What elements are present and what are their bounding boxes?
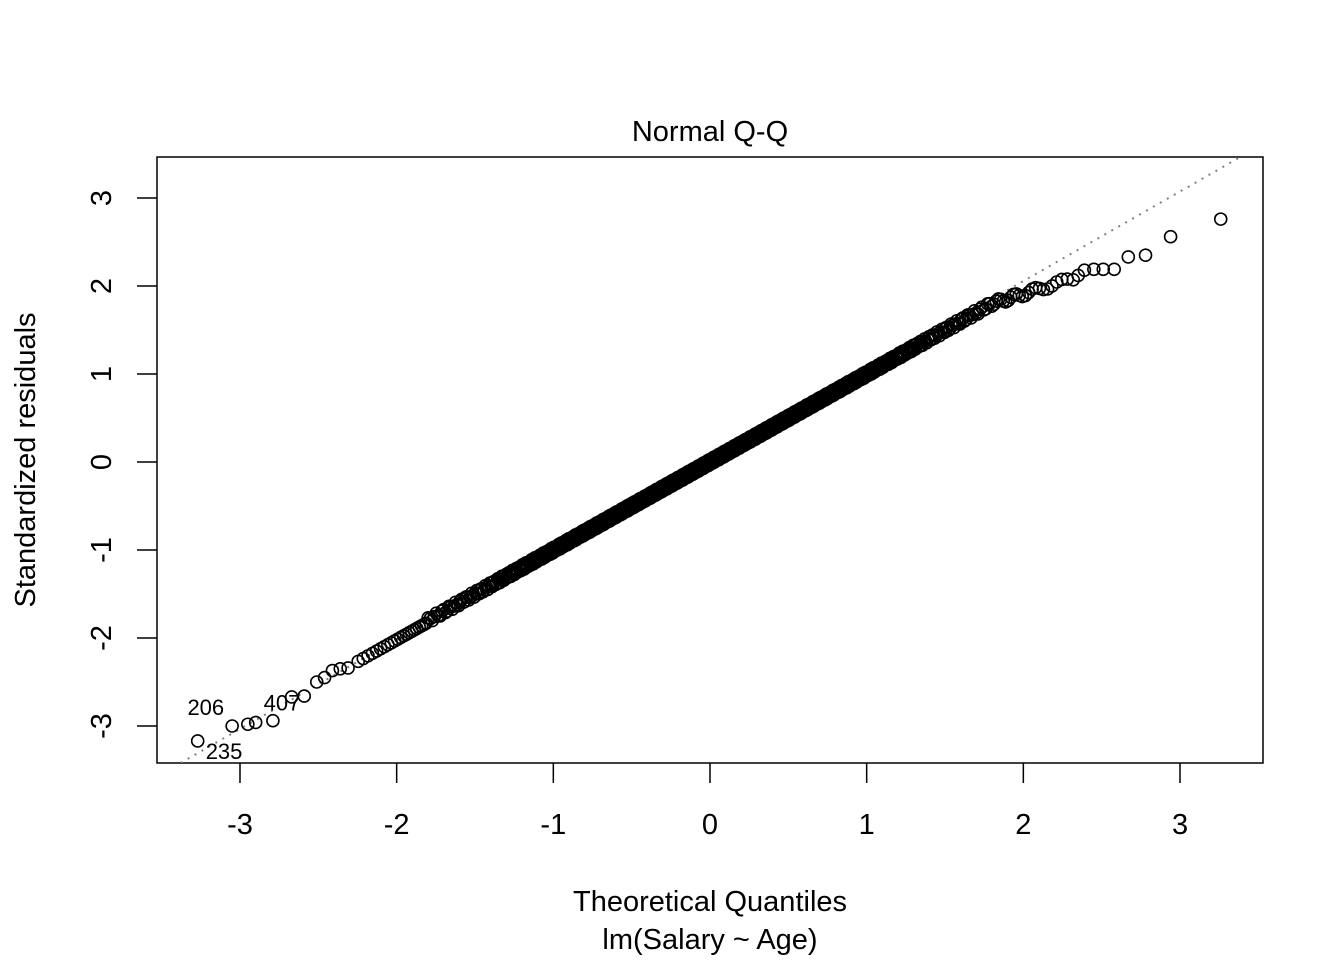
data-point [1036,282,1051,297]
point-label: 407 [264,690,301,715]
x-axis-subtitle: lm(Salary ~ Age) [602,924,817,956]
x-tick-label: 3 [1172,809,1188,841]
data-point [309,675,324,689]
data-point [341,661,355,675]
x-tick-label: -1 [540,809,566,841]
x-tick-label: 2 [1015,809,1031,841]
x-axis-label: Theoretical Quantiles [573,886,847,918]
point-label: 235 [206,739,243,764]
data-point [317,670,332,685]
data-point [1045,279,1059,293]
data-point [297,689,312,703]
data-point [266,713,280,728]
data-point [1138,248,1153,262]
data-point [241,717,255,732]
data-point [1213,212,1228,226]
data-point [1077,263,1092,277]
x-tick-label: 0 [702,809,718,841]
y-tick-label: -1 [86,537,118,563]
point-label: 206 [187,695,224,720]
x-tick-label: 1 [859,809,875,841]
data-point [333,661,348,676]
y-tick-label: -3 [86,713,118,739]
data-point [1107,262,1122,277]
y-tick-label: 3 [86,190,118,206]
data-point [225,719,239,733]
data-point [1121,250,1136,264]
data-point [248,715,263,730]
data-point [1087,262,1101,277]
x-tick-label: -2 [384,809,410,841]
chart-title: Normal Q-Q [632,116,788,148]
y-axis-label: Standardized residuals [10,312,42,607]
y-tick-label: 2 [86,278,118,294]
y-tick-label: 1 [86,366,118,382]
data-point [1163,229,1178,244]
data-point [325,663,340,678]
x-tick-label: -3 [227,809,253,841]
y-tick-label: -2 [86,625,118,651]
y-tick-label: 0 [86,454,118,470]
data-point [190,734,205,748]
data-point [1096,262,1111,277]
